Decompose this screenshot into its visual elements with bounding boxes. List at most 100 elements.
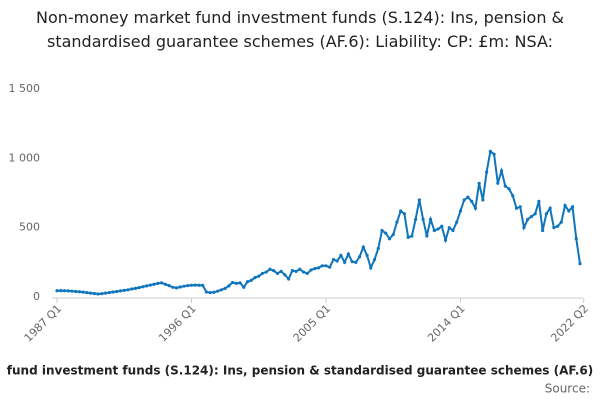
point: [522, 226, 526, 230]
point: [227, 284, 231, 288]
point: [376, 246, 380, 251]
point: [268, 267, 272, 271]
y-tick-label: 1 500: [9, 82, 41, 95]
point: [514, 206, 519, 210]
x-tick-label: 2005 Q1: [291, 302, 334, 345]
point: [507, 187, 511, 191]
point: [339, 253, 343, 257]
point: [402, 212, 407, 216]
y-tick-label: 500: [19, 221, 40, 234]
point: [473, 206, 477, 210]
point: [421, 217, 425, 221]
point: [186, 284, 190, 288]
point: [152, 282, 156, 286]
point: [294, 269, 298, 273]
point: [503, 184, 507, 188]
point: [171, 285, 175, 289]
point: [369, 266, 373, 270]
point: [466, 195, 470, 199]
point: [92, 291, 96, 296]
point: [160, 281, 164, 285]
point: [148, 283, 152, 287]
point: [62, 289, 67, 293]
point: [324, 264, 328, 268]
point: [156, 281, 160, 286]
point: [372, 257, 377, 262]
point: [346, 252, 350, 256]
point: [245, 280, 250, 284]
point: [563, 203, 567, 208]
point: [301, 270, 306, 274]
point: [260, 271, 265, 276]
point: [537, 199, 541, 203]
point: [357, 255, 362, 259]
point: [197, 283, 201, 287]
point: [107, 290, 111, 295]
point: [410, 234, 414, 238]
point: [230, 280, 235, 285]
x-tick-label: 1987 Q1: [22, 302, 65, 345]
point: [111, 290, 115, 294]
point: [331, 257, 336, 262]
point: [541, 228, 545, 233]
point: [485, 170, 489, 174]
point: [570, 205, 575, 209]
point: [216, 289, 220, 293]
point: [167, 284, 171, 288]
point: [425, 234, 429, 238]
point: [391, 233, 395, 237]
point: [242, 285, 246, 289]
point: [163, 282, 167, 286]
point: [66, 289, 70, 293]
point: [559, 220, 563, 224]
point: [496, 181, 500, 185]
point: [361, 245, 365, 249]
point: [212, 290, 216, 294]
point: [320, 264, 324, 268]
point: [574, 237, 578, 241]
point: [100, 292, 104, 296]
chart-title: Non-money market fund investment funds (…: [36, 8, 564, 51]
point: [272, 269, 276, 273]
point: [555, 224, 560, 228]
point: [380, 228, 384, 233]
point: [335, 259, 339, 263]
point: [201, 283, 205, 287]
point: [526, 217, 530, 221]
point: [77, 290, 82, 294]
point: [279, 269, 283, 273]
point: [141, 285, 145, 289]
point: [305, 271, 309, 276]
point: [428, 217, 433, 221]
point: [122, 288, 126, 292]
point: [234, 281, 238, 286]
point: [174, 286, 179, 290]
point: [443, 238, 448, 242]
point: [257, 274, 261, 278]
point: [249, 278, 253, 282]
point: [275, 271, 280, 276]
point: [309, 268, 313, 272]
point: [290, 269, 294, 273]
point: [238, 281, 242, 285]
point: [145, 284, 149, 288]
point: [462, 198, 466, 202]
source: Source:: [545, 382, 590, 396]
point: [204, 290, 209, 294]
x-axis-title: fund investment funds (S.124): Ins, pens…: [7, 364, 593, 378]
point: [137, 285, 141, 290]
point: [219, 288, 223, 292]
point: [458, 209, 463, 213]
point: [59, 289, 63, 293]
point: [544, 212, 548, 216]
point: [387, 237, 392, 241]
point: [126, 288, 130, 292]
point: [70, 289, 74, 293]
point: [548, 206, 552, 210]
x-tick-label: 2014 Q1: [425, 302, 468, 345]
point: [96, 292, 100, 296]
point: [208, 290, 212, 295]
point: [499, 169, 504, 173]
